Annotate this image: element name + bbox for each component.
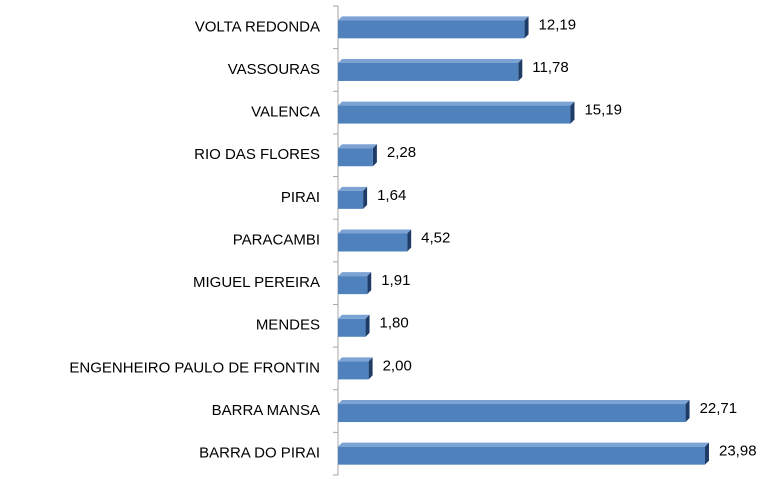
bar-side — [570, 101, 575, 124]
y-tick-label: PIRAI — [281, 189, 320, 206]
value-label: 15,19 — [584, 102, 622, 119]
bar-front — [338, 62, 519, 81]
y-tick-label: VALENCA — [251, 104, 320, 121]
bar-top — [338, 16, 529, 21]
bar — [338, 229, 412, 252]
bar-front — [338, 105, 571, 124]
bar-top — [338, 400, 690, 405]
bar-top — [338, 101, 575, 106]
y-tick-label: BARRA MANSA — [212, 402, 320, 419]
bar-front — [338, 190, 364, 209]
y-tick-label: MIGUEL PEREIRA — [193, 274, 320, 291]
bar — [338, 442, 709, 465]
bar-side — [363, 186, 368, 209]
bar-side — [368, 357, 373, 380]
bar-front — [338, 318, 366, 337]
bar-side — [372, 144, 377, 167]
bar-top — [338, 58, 523, 63]
value-label: 23,98 — [719, 443, 757, 460]
bar-side — [685, 400, 690, 423]
y-tick-label: VASSOURAS — [228, 61, 320, 78]
bar-side — [705, 442, 709, 465]
bar — [338, 314, 370, 337]
bar — [338, 400, 690, 423]
bar-front — [338, 148, 373, 167]
bar — [338, 186, 368, 209]
bar-top — [338, 314, 370, 319]
bar-front — [338, 361, 369, 380]
bar — [338, 16, 529, 39]
bar-top — [338, 144, 377, 149]
bar-top — [338, 357, 373, 362]
y-tick-label: VOLTA REDONDA — [195, 18, 320, 35]
bar-top — [338, 186, 368, 191]
bar-top — [338, 442, 709, 447]
value-label: 22,71 — [700, 400, 738, 417]
bar — [338, 357, 373, 380]
value-label: 1,64 — [377, 187, 406, 204]
value-label: 12,19 — [539, 16, 577, 33]
bar-front — [338, 446, 705, 465]
bar-front — [338, 233, 408, 252]
y-tick-label: MENDES — [256, 317, 320, 334]
bar — [338, 101, 575, 124]
value-label: 2,28 — [387, 144, 416, 161]
y-tick-label: BARRA DO PIRAI — [199, 445, 320, 462]
value-label: 4,52 — [421, 229, 450, 246]
bar-front — [338, 20, 525, 39]
bar-side — [518, 58, 523, 81]
bar-top — [338, 272, 372, 277]
bar-front — [338, 276, 368, 295]
bar-front — [338, 404, 686, 423]
bar-side — [365, 314, 370, 337]
value-label: 2,00 — [383, 357, 412, 374]
bar-side — [407, 229, 412, 252]
bar — [338, 272, 372, 295]
bar-side — [367, 272, 372, 295]
bar-side — [524, 16, 529, 39]
bar — [338, 58, 523, 81]
y-tick-label: RIO DAS FLORES — [194, 146, 320, 163]
value-label: 1,80 — [380, 315, 409, 332]
y-tick-label: ENGENHEIRO PAULO DE FRONTIN — [69, 359, 320, 376]
value-label: 1,91 — [381, 272, 410, 289]
bar — [338, 144, 377, 167]
value-label: 11,78 — [532, 59, 568, 76]
bar-top — [338, 229, 412, 234]
y-tick-label: PARACAMBI — [233, 231, 320, 248]
